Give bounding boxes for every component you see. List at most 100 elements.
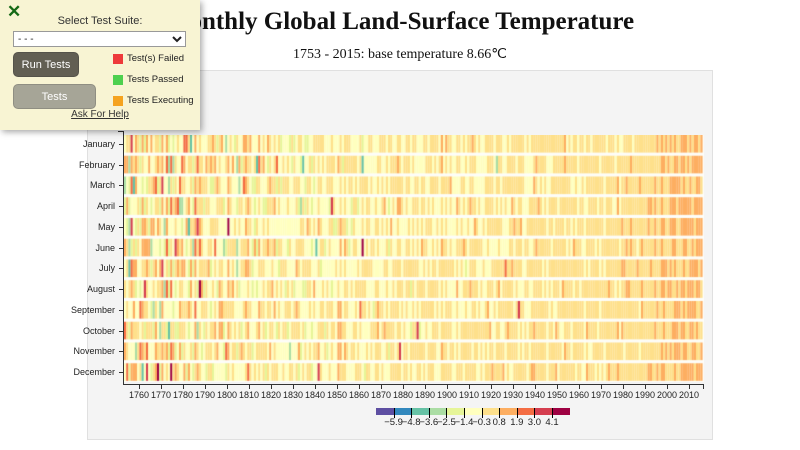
y-tick-label: April: [96, 201, 115, 211]
x-tick: [205, 384, 206, 389]
x-tick: [491, 384, 492, 389]
test-status-label: Tests Passed: [127, 74, 184, 85]
legend-tick: [393, 408, 395, 418]
x-tick: [139, 384, 140, 389]
x-tick: [469, 384, 470, 389]
x-tick-label: 2010: [678, 390, 700, 400]
x-tick-label: 1990: [634, 390, 656, 400]
legend-tick: [516, 408, 518, 418]
x-tick: [667, 384, 668, 389]
x-tick: [271, 384, 272, 389]
x-tick-label: 1940: [524, 390, 546, 400]
test-status-label: Tests Executing: [127, 95, 194, 106]
y-tick-label: July: [98, 263, 115, 273]
y-tick-label: September: [70, 305, 115, 315]
legend-tick: [464, 408, 465, 418]
legend-swatch: [446, 408, 464, 415]
legend-tick-label: −5.9: [384, 417, 403, 428]
legend-tick: [481, 408, 483, 418]
legend-swatch: [411, 408, 429, 415]
select-test-suite-label: Select Test Suite:: [57, 15, 143, 27]
x-tick: [315, 384, 316, 389]
legend-tick-label: 4.1: [545, 417, 559, 428]
legend-tick-label: −3.6: [419, 417, 439, 428]
y-axis-end-tick: [118, 131, 123, 132]
legend-tick: [552, 408, 553, 418]
x-tick-label: 1900: [436, 390, 458, 400]
legend-tick: [534, 408, 536, 418]
x-tick-label: 1890: [414, 390, 436, 400]
x-tick-label: 1780: [172, 390, 194, 400]
y-tick: [119, 310, 123, 311]
y-tick-label: October: [82, 326, 115, 336]
legend-tick-label: −2.5: [437, 417, 456, 428]
x-tick: [381, 384, 382, 389]
x-tick-label: 1930: [502, 390, 524, 400]
legend-tick-label: −4.8: [401, 417, 421, 428]
legend-tick-label: 3.0: [527, 417, 541, 428]
x-tick: [183, 384, 184, 389]
y-tick-label: May: [97, 222, 115, 232]
y-tick-label: February: [78, 160, 115, 170]
y-tick-label: December: [73, 367, 115, 377]
legend-tick-label: −0.3: [472, 417, 491, 428]
x-tick: [689, 384, 690, 389]
y-tick: [119, 144, 123, 145]
x-tick: [447, 384, 448, 389]
legend-swatch: [552, 408, 570, 415]
y-tick: [119, 227, 123, 228]
x-tick-label: 1850: [326, 390, 348, 400]
y-tick: [119, 289, 123, 290]
ask-for-help-link[interactable]: Ask For Help: [71, 109, 129, 120]
x-tick: [513, 384, 514, 389]
y-axis-line: [123, 131, 124, 384]
y-tick: [119, 351, 123, 352]
legend-swatch: [516, 408, 535, 415]
x-tick-label: 1860: [348, 390, 370, 400]
x-tick-label: 1910: [458, 390, 480, 400]
x-tick-label: 1840: [304, 390, 326, 400]
y-tick-label: June: [95, 243, 115, 253]
y-tick-label: November: [73, 346, 115, 356]
page-title: Monthly Global Land-Surface Temperature: [165, 8, 635, 35]
x-tick-label: 1810: [238, 390, 260, 400]
y-tick-label: August: [86, 284, 115, 294]
x-tick-label: 1980: [612, 390, 634, 400]
tests-button[interactable]: Tests: [13, 84, 96, 109]
x-tick: [601, 384, 602, 389]
x-tick: [623, 384, 624, 389]
y-tick: [119, 248, 123, 249]
x-tick: [403, 384, 404, 389]
executing-swatch: [113, 96, 123, 106]
run-tests-button[interactable]: Run Tests: [13, 52, 79, 77]
y-tick: [119, 185, 123, 186]
legend-tick-label: 1.9: [510, 417, 524, 428]
x-tick-label: 1830: [282, 390, 304, 400]
y-tick: [119, 165, 123, 166]
y-tick-label: January: [82, 139, 115, 149]
x-axis-end-tick: [703, 384, 704, 389]
passed-swatch: [113, 75, 123, 85]
x-tick: [579, 384, 580, 389]
legend-swatch: [499, 408, 517, 415]
x-tick: [425, 384, 426, 389]
y-tick: [119, 268, 123, 269]
test-suite-select[interactable]: - - -: [13, 31, 186, 47]
x-tick: [227, 384, 228, 389]
x-tick-label: 1920: [480, 390, 502, 400]
x-tick-label: 2000: [656, 390, 678, 400]
x-tick: [293, 384, 294, 389]
legend-tick: [446, 408, 448, 418]
x-tick: [337, 384, 338, 389]
legend-tick: [411, 408, 413, 418]
x-tick-label: 1880: [392, 390, 414, 400]
legend-tick-label: −1.4: [454, 417, 474, 428]
x-tick-label: 1870: [370, 390, 392, 400]
legend-tick: [499, 408, 501, 418]
x-tick: [535, 384, 536, 389]
close-icon[interactable]: ✕: [7, 2, 22, 21]
heatmap-cells[interactable]: [124, 135, 704, 382]
x-tick: [249, 384, 250, 389]
x-tick-label: 1970: [590, 390, 612, 400]
legend-swatch: [534, 408, 552, 415]
